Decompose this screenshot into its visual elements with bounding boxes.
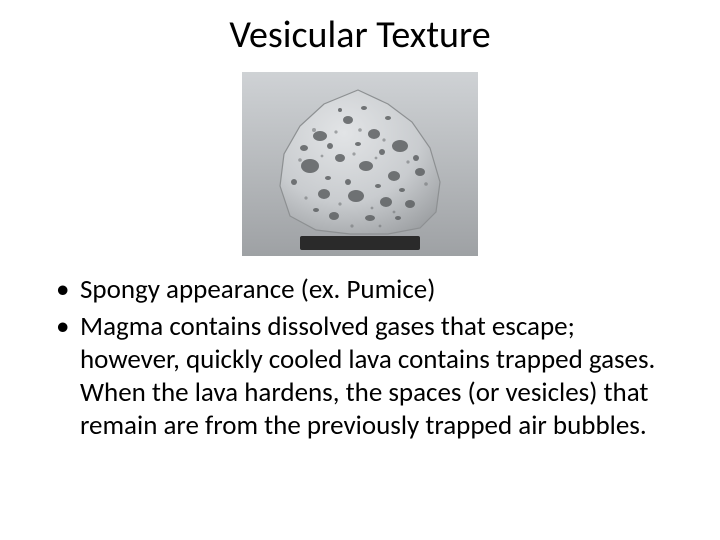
image-container bbox=[40, 72, 680, 256]
rock-photo bbox=[242, 72, 478, 256]
slide-title: Vesicular Texture bbox=[40, 12, 680, 58]
slide: Vesicular Texture bbox=[0, 0, 720, 540]
bullet-item: Magma contains dissolved gases that esca… bbox=[56, 311, 680, 443]
pumice-rock-icon bbox=[270, 86, 450, 236]
bullet-list: Spongy appearance (ex. Pumice) Magma con… bbox=[40, 274, 680, 443]
bullet-item: Spongy appearance (ex. Pumice) bbox=[56, 274, 680, 307]
